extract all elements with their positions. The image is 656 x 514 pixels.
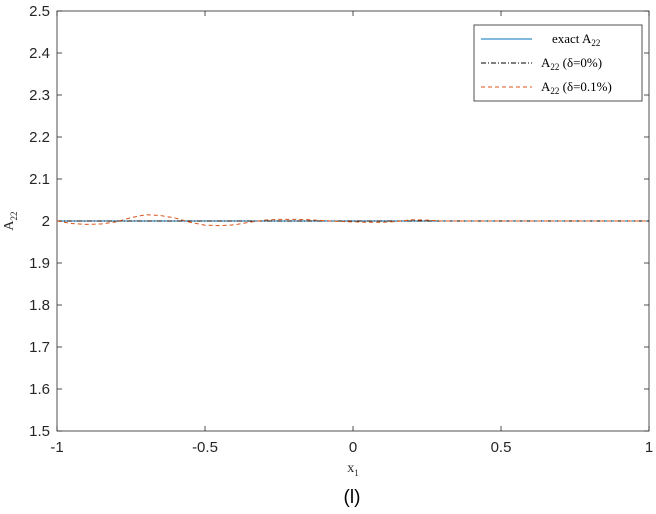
x-tick-label: -0.5 (192, 439, 218, 456)
x-tick-label: 0 (349, 439, 357, 456)
panel-label: (l) (344, 487, 361, 508)
y-tick-label: 2.4 (29, 45, 50, 62)
x-tick-label: -1 (50, 439, 63, 456)
y-tick-label: 2 (42, 213, 50, 230)
y-tick-label: 2.2 (29, 129, 50, 146)
y-tick-label: 2.5 (29, 3, 50, 20)
legend: exact A22 A22 (δ=0%) A22 (δ=0.1%) (473, 24, 643, 102)
y-tick-label: 1.7 (29, 339, 50, 356)
y-tick-label: 1.5 (29, 423, 50, 440)
series-delta-01-line (56, 214, 649, 227)
x-tick-label: 0.5 (491, 439, 512, 456)
y-axis-label: A22 (2, 211, 19, 230)
series-layer (56, 214, 649, 227)
y-tick-label: 1.8 (29, 297, 50, 314)
legend-label-delta-0: A22 (δ=0%) (541, 55, 602, 72)
legend-label-delta-01: A22 (δ=0.1%) (541, 79, 612, 96)
x-axis-label: x1 (347, 461, 359, 478)
y-tick-label: 1.6 (29, 381, 50, 398)
ticks-layer: -1 -0.5 0 0.5 1 1.5 1.6 1.7 1.8 1.9 2 2.1 2.2 2.3 2.4 2… (29, 3, 653, 456)
legend-label-exact: exact A22 (552, 31, 600, 48)
y-tick-label: 2.3 (29, 87, 50, 104)
x-tick-label: 1 (645, 439, 653, 456)
y-tick-label: 1.9 (29, 255, 50, 272)
y-tick-label: 2.1 (29, 171, 50, 188)
